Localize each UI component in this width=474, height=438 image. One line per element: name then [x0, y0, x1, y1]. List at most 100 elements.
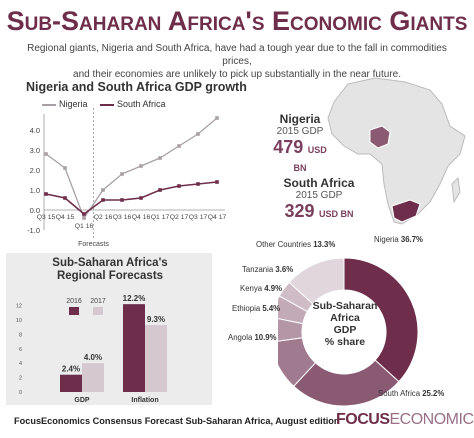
bar-legend-label: 2017	[90, 298, 106, 305]
y-tick-label: 8	[19, 332, 22, 338]
data-point	[63, 166, 67, 170]
donut-center-label: Sub-Saharan Africa GDP % share	[300, 300, 390, 348]
y-tick-label: 0.0	[30, 206, 40, 215]
page-title: Sub-Saharan Africa's Economic Giants	[6, 6, 468, 36]
data-point	[215, 180, 219, 184]
south-africa-name: South Africa	[283, 176, 355, 190]
donut-label-name: Angola	[228, 333, 255, 342]
donut-label-value: 4.9%	[264, 284, 283, 293]
south-africa-gdp-block: South Africa 2015 GDP 329 USD BN	[276, 176, 362, 222]
data-point	[101, 198, 105, 202]
donut-label-ethiopia: Ethiopia 5.4%	[232, 304, 280, 313]
bar-value-label: 9.3%	[147, 315, 165, 324]
bar-inflation-2017	[145, 325, 167, 392]
data-point	[196, 182, 200, 186]
donut-slice-nigeria	[343, 257, 419, 383]
bar-value-label: 12.2%	[123, 294, 146, 303]
y-tick-label: 0	[19, 390, 22, 396]
bar-value-label: 2.4%	[62, 365, 80, 374]
bar-value-label: 4.0%	[84, 353, 102, 362]
page-subtitle: Regional giants, Nigeria and South Afric…	[20, 42, 454, 81]
data-point	[139, 164, 143, 168]
donut-label-south-africa: South Africa 25.2%	[378, 389, 444, 398]
data-point	[63, 196, 67, 200]
africa-map	[327, 77, 466, 225]
donut-label-other-countries: Other Countries 13.3%	[256, 240, 335, 249]
x-tick-label: Q1 16	[75, 223, 94, 230]
x-tick-label: Q2 17	[170, 214, 189, 221]
x-tick-label: Q4 16	[132, 214, 151, 221]
regional-forecasts-title: Sub-Saharan Africa's Regional Forecasts	[52, 257, 168, 282]
y-tick-label: 3.0	[30, 146, 40, 155]
donut-label-name: South Africa	[378, 389, 423, 398]
nigeria-name: Nigeria	[279, 112, 321, 126]
donut-label-name: Other Countries	[256, 240, 314, 249]
donut-slice-angola	[278, 337, 317, 387]
x-tick-label: Q4 15	[56, 214, 75, 221]
subtitle-line-1: Regional giants, Nigeria and South Afric…	[27, 43, 447, 67]
data-point	[82, 216, 86, 220]
legend-label: Nigeria	[59, 99, 88, 109]
logo-bold-part: FOCUS	[336, 411, 390, 428]
donut-label-value: 5.4%	[262, 304, 281, 313]
bar-category-label: Inflation	[131, 397, 158, 404]
donut-label-value: 3.6%	[275, 265, 294, 274]
donut-label-angola: Angola 10.9%	[228, 333, 277, 342]
donut-label-value: 10.9%	[254, 333, 277, 342]
data-point	[44, 192, 48, 196]
legend-item-south-africa: South Africa	[100, 99, 166, 109]
data-point	[177, 144, 181, 148]
donut-label-kenya: Kenya 4.9%	[240, 284, 282, 293]
gdp-share-donut-chart	[278, 257, 419, 407]
x-tick-label: Q3 15	[37, 214, 56, 221]
x-tick-label: Q3 16	[113, 214, 132, 221]
madagascar-shape	[451, 176, 461, 204]
gdp-chart-legend: Nigeria South Africa	[42, 99, 176, 109]
data-point	[158, 156, 162, 160]
donut-label-value: 36.7%	[400, 235, 423, 244]
bar-category-label: GDP	[74, 397, 90, 404]
y-tick-label: 10	[16, 318, 22, 324]
data-point	[82, 212, 86, 216]
donut-label-name: Tanzania	[242, 265, 276, 274]
donut-label-value: 25.2%	[422, 389, 445, 398]
data-point	[215, 116, 219, 120]
donut-center-line-4: % share	[324, 336, 366, 348]
donut-slice-other-countries	[288, 257, 345, 305]
logo-light-part: ECONOMICS	[389, 411, 474, 428]
bar-inflation-2016	[123, 304, 145, 392]
legend-label: South Africa	[117, 99, 166, 109]
south-africa-gdp-label: 2015 GDP	[295, 190, 343, 201]
donut-center-line-3: GDP	[333, 324, 357, 336]
y-tick-label: 12	[16, 304, 22, 310]
bar-legend-label: 2016	[66, 298, 82, 305]
y-tick-label: 4	[19, 361, 22, 367]
x-tick-label: Q4 17	[208, 214, 227, 221]
y-tick-label: 2	[19, 376, 22, 382]
donut-label-name: Nigeria	[374, 235, 401, 244]
donut-center-line-2: Africa	[330, 312, 360, 324]
legend-swatch	[42, 103, 56, 106]
y-tick-label: 1.0	[30, 186, 40, 195]
data-point	[177, 184, 181, 188]
regional-forecasts-bar-chart: 12 10 8 6 4 2 0 2016 2017 2.4% 4.0% GDP 12.2% 9.3% Inf…	[16, 294, 167, 404]
data-point	[158, 188, 162, 192]
data-point	[120, 198, 124, 202]
bar-gdp-2017	[82, 363, 104, 392]
south-africa-gdp-unit: USD BN	[318, 209, 354, 219]
nigeria-shape	[369, 125, 391, 149]
y-tick-label: -1.0	[27, 226, 40, 235]
bar-legend-swatch	[93, 307, 103, 315]
y-tick-label: 2.0	[30, 166, 40, 175]
nigeria-gdp-unit: USD BN	[293, 145, 327, 173]
focuseconomics-logo: FOCUSECONOMICS	[336, 411, 474, 429]
donut-label-tanzania: Tanzania 3.6%	[242, 265, 293, 274]
y-tick-label: 6	[19, 347, 22, 353]
nigeria-gdp-block: Nigeria 2015 GDP 479 USD BN	[270, 112, 330, 176]
x-tick-label: Q2 16	[94, 214, 113, 221]
south-africa-gdp-value: 329	[284, 201, 315, 221]
bar-legend-swatch	[69, 307, 79, 315]
nigeria-gdp-value: 479	[273, 137, 304, 157]
gdp-chart-title: Nigeria and South Africa GDP growth	[26, 80, 247, 94]
